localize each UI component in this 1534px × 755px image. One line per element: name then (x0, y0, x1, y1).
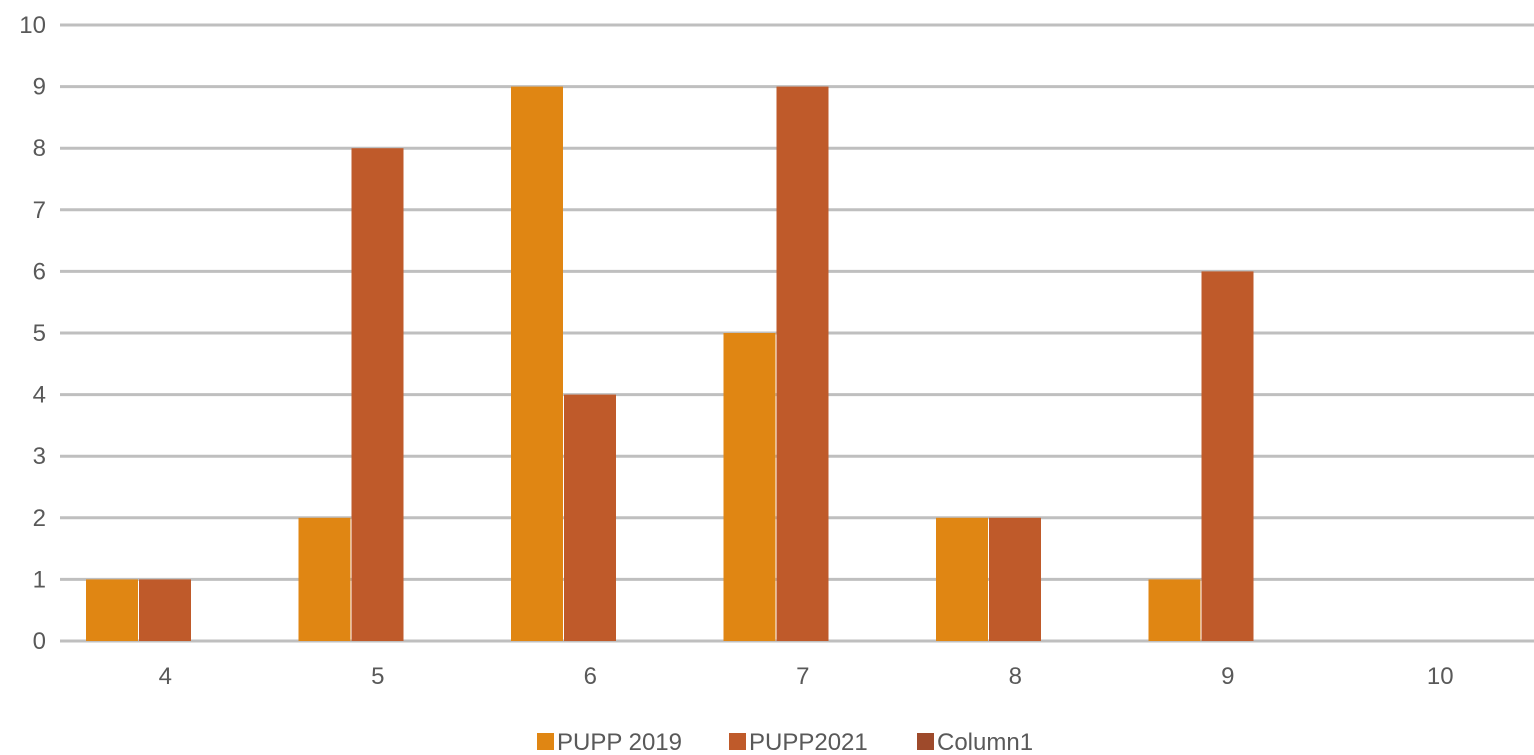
bar-pupp-2019-6 (511, 86, 563, 642)
bar-pupp2021-6 (564, 394, 616, 641)
x-axis-ticks: 4 5 6 7 8 9 10 (159, 663, 1454, 690)
legend-label: Column1 (937, 729, 1033, 755)
y-tick-label: 6 (33, 258, 46, 285)
y-tick-label: 8 (33, 135, 46, 162)
bar-pupp-2019-7 (723, 333, 776, 641)
bar-pupp2021-7 (776, 86, 829, 642)
x-tick-label: 4 (159, 663, 172, 690)
y-tick-label: 4 (33, 382, 46, 409)
y-tick-label: 1 (33, 566, 46, 593)
x-tick-label: 10 (1427, 663, 1454, 690)
y-tick-label: 0 (33, 628, 46, 655)
y-tick-label: 10 (19, 12, 46, 39)
legend-label: PUPP 2019 (557, 729, 682, 755)
legend-swatch (537, 733, 554, 750)
x-tick-label: 5 (371, 663, 384, 690)
bar-pupp-2019-4 (86, 579, 138, 641)
bar-pupp-2019-9 (1148, 579, 1201, 641)
legend-label: PUPP2021 (749, 729, 868, 755)
bar-pupp2021-9 (1201, 271, 1254, 641)
bar-pupp-2019-5 (298, 517, 351, 641)
y-tick-label: 3 (33, 443, 46, 470)
bar-pupp2021-8 (989, 517, 1041, 641)
x-tick-label: 9 (1221, 663, 1234, 690)
bar-pupp-2019-8 (936, 517, 988, 641)
bar-pupp2021-5 (351, 148, 404, 641)
y-tick-label: 9 (33, 74, 46, 101)
x-tick-label: 8 (1009, 663, 1022, 690)
y-axis-ticks: 0 1 2 3 4 5 6 7 8 9 10 (19, 12, 46, 655)
legend-swatch (917, 733, 934, 750)
y-tick-label: 2 (33, 505, 46, 532)
y-tick-label: 5 (33, 320, 46, 347)
legend-swatch (729, 733, 746, 750)
bar-pupp2021-4 (139, 579, 191, 641)
bars (86, 86, 1254, 642)
y-tick-label: 7 (33, 197, 46, 224)
x-tick-label: 7 (796, 663, 809, 690)
x-tick-label: 6 (584, 663, 597, 690)
legend: PUPP 2019 PUPP2021 Column1 (537, 729, 1033, 755)
